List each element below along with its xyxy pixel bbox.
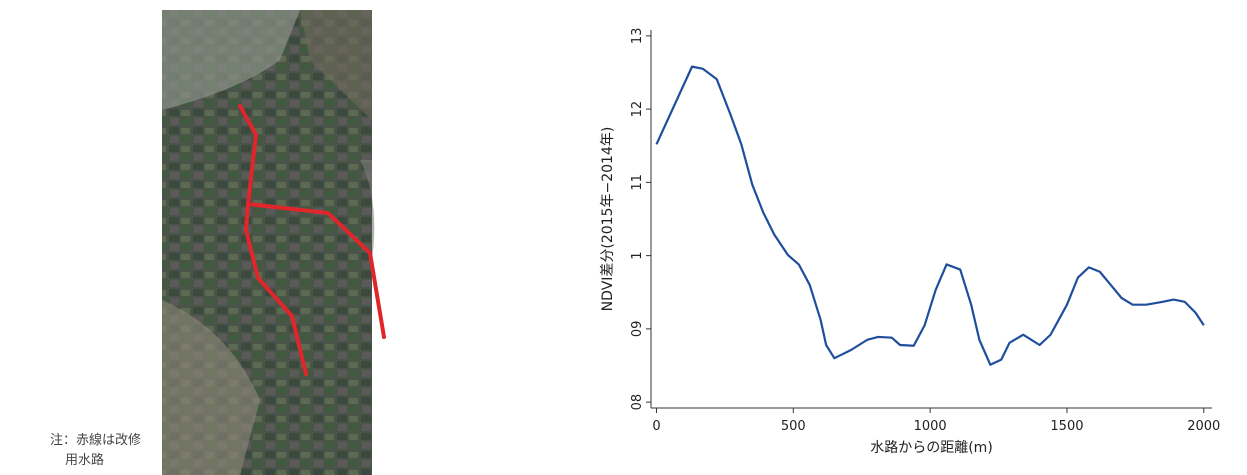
x-tick-label: 2000 xyxy=(1187,419,1220,434)
figure: 080911112130500100015002000水路からの距離(m)NDV… xyxy=(0,0,1247,475)
satellite-image xyxy=(162,10,430,475)
page: 080911112130500100015002000水路からの距離(m)NDV… xyxy=(0,0,1247,475)
note-line: 注：赤線は改修 xyxy=(50,431,141,451)
x-axis-label: 水路からの距離(m) xyxy=(870,439,993,456)
note-line: 用水路 xyxy=(50,451,141,471)
y-tick-label: 12 xyxy=(630,101,645,118)
x-tick-label: 1500 xyxy=(1050,419,1083,434)
x-tick-label: 1000 xyxy=(914,419,947,434)
x-tick-label: 500 xyxy=(781,419,806,434)
y-tick-label: 1 xyxy=(630,251,645,259)
x-tick-label: 0 xyxy=(652,419,660,434)
data-line xyxy=(656,67,1203,365)
y-tick-label: 09 xyxy=(630,321,645,338)
y-tick-label: 11 xyxy=(630,174,645,191)
note: 注：赤線は改修 用水路 xyxy=(50,431,141,471)
y-tick-label: 13 xyxy=(630,28,645,45)
y-tick-label: 08 xyxy=(630,394,645,411)
y-axis-label: NDVI差分(2015年−2014年) xyxy=(600,127,616,312)
